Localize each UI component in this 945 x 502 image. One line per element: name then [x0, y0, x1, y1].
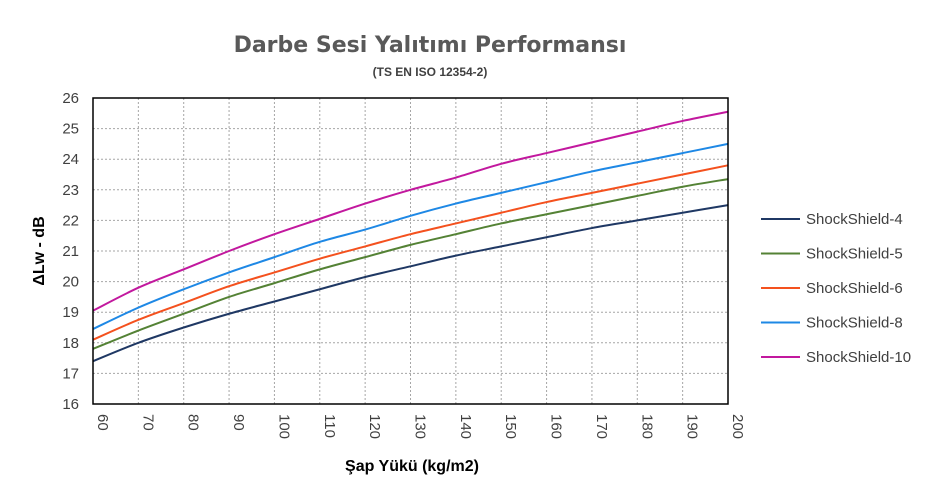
legend-label: ShockShield-4 — [806, 211, 903, 228]
x-tick-label: 180 — [638, 414, 655, 439]
y-tick-label: 20 — [62, 274, 79, 291]
y-tick-label: 21 — [62, 243, 79, 260]
x-tick-label: 90 — [230, 414, 247, 431]
series-line-shockshield-8 — [92, 142, 729, 330]
legend: ShockShield-4 ShockShield-5 ShockShield-6 S… — [761, 211, 911, 366]
series-line-shockshield-4 — [92, 204, 729, 363]
legend-item-shockshield-10: ShockShield-10 — [761, 349, 911, 366]
y-tick-label: 23 — [62, 182, 79, 199]
legend-item-shockshield-8: ShockShield-8 — [761, 315, 903, 332]
grid-lines — [92, 97, 729, 405]
x-tick-label: 60 — [94, 414, 111, 431]
y-tick-label: 25 — [62, 121, 79, 138]
y-axis-ticks: 16 17 18 19 20 21 22 23 24 25 26 — [62, 90, 79, 413]
x-tick-label: 130 — [412, 414, 429, 439]
y-tick-label: 18 — [62, 335, 79, 352]
legend-item-shockshield-4: ShockShield-4 — [761, 211, 903, 228]
x-axis-ticks: 60 70 80 90 100 110 120 130 140 150 160 170 180 190 20… — [94, 414, 746, 439]
legend-item-shockshield-6: ShockShield-6 — [761, 280, 903, 297]
series-line-shockshield-5 — [92, 178, 729, 350]
x-tick-label: 200 — [729, 414, 746, 439]
x-tick-label: 100 — [275, 414, 292, 439]
x-tick-label: 140 — [457, 414, 474, 439]
x-tick-label: 150 — [502, 414, 519, 439]
legend-label: ShockShield-5 — [806, 246, 903, 263]
series-line-shockshield-10 — [92, 110, 729, 312]
x-tick-label: 80 — [185, 414, 202, 431]
plot-area-border — [92, 97, 729, 405]
legend-label: ShockShield-10 — [806, 349, 911, 366]
y-tick-label: 22 — [62, 212, 79, 229]
y-tick-label: 26 — [62, 90, 79, 107]
legend-item-shockshield-5: ShockShield-5 — [761, 246, 903, 263]
chart-subtitle: (TS EN ISO 12354-2) — [373, 65, 488, 79]
y-tick-label: 17 — [62, 365, 79, 382]
series-lines — [92, 110, 729, 363]
x-tick-label: 120 — [366, 414, 383, 439]
x-tick-label: 160 — [548, 414, 565, 439]
y-tick-label: 19 — [62, 304, 79, 321]
x-tick-label: 70 — [139, 414, 156, 431]
x-axis-label: Şap Yükü (kg/m2) — [345, 458, 479, 475]
x-tick-label: 110 — [321, 414, 338, 438]
y-axis-label: ΔLw - dB — [31, 216, 48, 285]
legend-label: ShockShield-8 — [806, 315, 903, 332]
x-tick-label: 170 — [593, 414, 610, 439]
x-tick-label: 190 — [684, 414, 701, 439]
legend-label: ShockShield-6 — [806, 280, 903, 297]
series-line-shockshield-6 — [92, 164, 729, 341]
y-tick-label: 16 — [62, 396, 79, 413]
y-tick-label: 24 — [62, 151, 79, 168]
chart-title: Darbe Sesi Yalıtımı Performansı — [234, 33, 627, 58]
